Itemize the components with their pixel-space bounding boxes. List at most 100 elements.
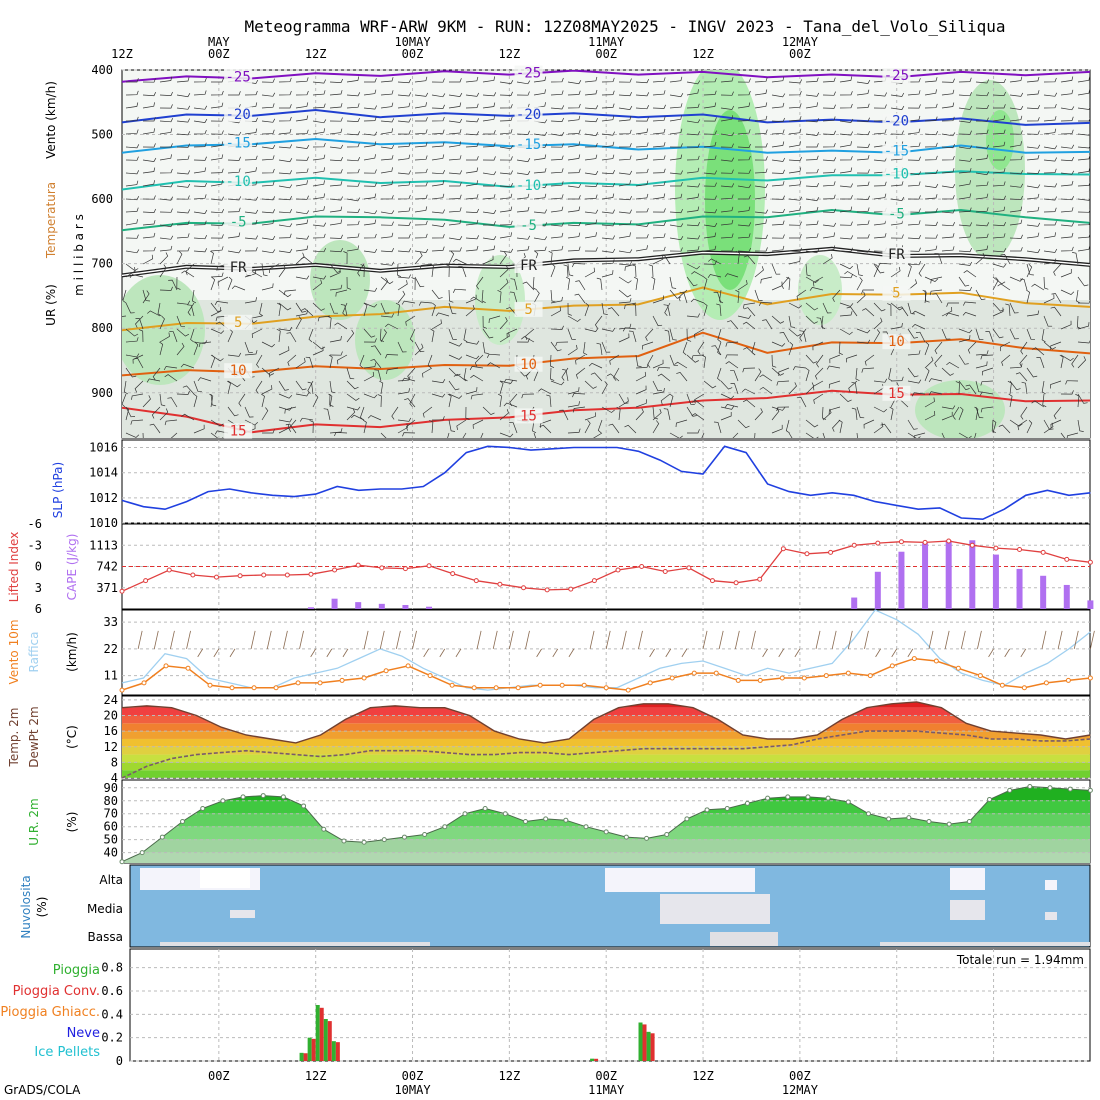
label-vento-10m: Vento 10m xyxy=(7,619,21,684)
wind-barb xyxy=(210,196,225,201)
wind-barb xyxy=(170,432,178,438)
wind-barb xyxy=(323,408,331,421)
wind-tick-label: 22 xyxy=(104,642,118,656)
date-tick-label: 10MAY xyxy=(394,35,431,49)
wind-barb xyxy=(181,413,195,421)
wind-barb xyxy=(312,128,326,135)
isotherm-label-bg xyxy=(514,257,543,273)
wind-barb xyxy=(652,408,662,421)
wind-barb xyxy=(516,170,531,175)
wind-barb xyxy=(1077,340,1090,344)
wind-barb xyxy=(652,221,666,226)
wind-barb xyxy=(754,234,768,239)
wind-barb xyxy=(521,336,535,343)
wind-barb xyxy=(346,157,361,162)
wind-barb xyxy=(822,208,836,213)
wind-barb xyxy=(261,103,275,109)
wind-barb xyxy=(516,80,531,85)
wind-barb xyxy=(522,281,535,291)
wind-barb xyxy=(509,422,518,434)
wind-barb xyxy=(754,193,768,200)
wind-barb xyxy=(890,181,904,187)
wind-barb xyxy=(550,296,563,304)
wind-barb xyxy=(1043,116,1057,122)
wind-barb xyxy=(601,302,608,315)
wind-barb xyxy=(618,276,632,284)
slp-tick-label: 1012 xyxy=(89,491,118,505)
wind-barb xyxy=(465,118,480,123)
wind-barb xyxy=(754,115,768,122)
wind-arrow xyxy=(638,630,643,649)
wind-barb xyxy=(907,208,921,213)
wind-tick-label: 33 xyxy=(104,615,118,629)
wind-barb xyxy=(754,89,768,96)
wind-barb xyxy=(329,181,343,187)
wind-barb xyxy=(703,170,718,175)
wind-barb xyxy=(635,117,649,122)
wind-barb xyxy=(1053,263,1062,276)
wind-barb xyxy=(261,341,276,348)
wind-barb xyxy=(193,118,208,123)
wind-barb xyxy=(788,432,793,438)
wind-barb xyxy=(380,247,395,253)
wind-barb xyxy=(789,234,802,239)
wind10m-point xyxy=(493,685,499,691)
wind-barb xyxy=(244,350,258,356)
wind-barb xyxy=(1077,167,1090,174)
wind-barb xyxy=(829,354,841,364)
wind-barb xyxy=(1026,130,1040,135)
wind-barb xyxy=(771,208,786,213)
wind-barb xyxy=(278,158,293,163)
wind-barb xyxy=(805,131,820,136)
wind-barb xyxy=(771,195,785,200)
wind-barb xyxy=(941,432,945,438)
wind-barb xyxy=(1060,129,1074,135)
label-ur: UR (%) xyxy=(44,284,58,326)
time-tick-label: 00Z xyxy=(402,47,424,61)
wind-barb xyxy=(180,363,195,369)
wind-barb xyxy=(635,193,649,200)
wind-barb xyxy=(1009,363,1023,369)
wind-barb xyxy=(575,280,586,291)
wind-barb xyxy=(651,276,656,291)
wind-arrow xyxy=(379,630,385,649)
li-point xyxy=(733,580,739,586)
wind-barb xyxy=(788,90,802,96)
wind-barb xyxy=(924,367,930,382)
li-point xyxy=(780,546,786,552)
pressure-tick-label: 400 xyxy=(91,63,113,77)
li-tick-label: -6 xyxy=(28,517,42,531)
wind-barb xyxy=(482,245,496,252)
wind-barb xyxy=(785,419,790,434)
wind-barb xyxy=(567,183,582,188)
wind-barb xyxy=(1026,310,1040,317)
wind-barb xyxy=(363,287,378,292)
isotherm-line xyxy=(122,70,1090,83)
cloud-cover-block xyxy=(1045,912,1057,920)
wind-barb xyxy=(737,280,748,291)
wind-barb xyxy=(210,393,217,407)
wind-barb xyxy=(295,245,309,252)
wind-barb xyxy=(958,92,973,97)
wind-barb xyxy=(1053,406,1062,420)
wind-barb xyxy=(703,245,717,252)
li-point xyxy=(237,573,243,579)
wind-barb xyxy=(1050,341,1062,350)
wind-barb xyxy=(193,220,207,226)
wind-barb xyxy=(510,278,518,291)
wind-barb xyxy=(448,289,454,303)
wind-barb xyxy=(832,419,841,432)
wind-barb xyxy=(329,247,344,253)
wind10m-point xyxy=(713,670,719,676)
wind-arrow xyxy=(1041,630,1047,649)
wind-barb xyxy=(499,432,514,438)
wind-barb xyxy=(295,302,306,313)
wind-barb xyxy=(958,168,972,174)
rh-point xyxy=(926,819,932,824)
wind-barb xyxy=(397,170,412,175)
wind-barb xyxy=(965,384,977,395)
wind-barb xyxy=(1077,356,1087,369)
wind-barb xyxy=(601,141,615,148)
wind-barb xyxy=(890,322,903,330)
